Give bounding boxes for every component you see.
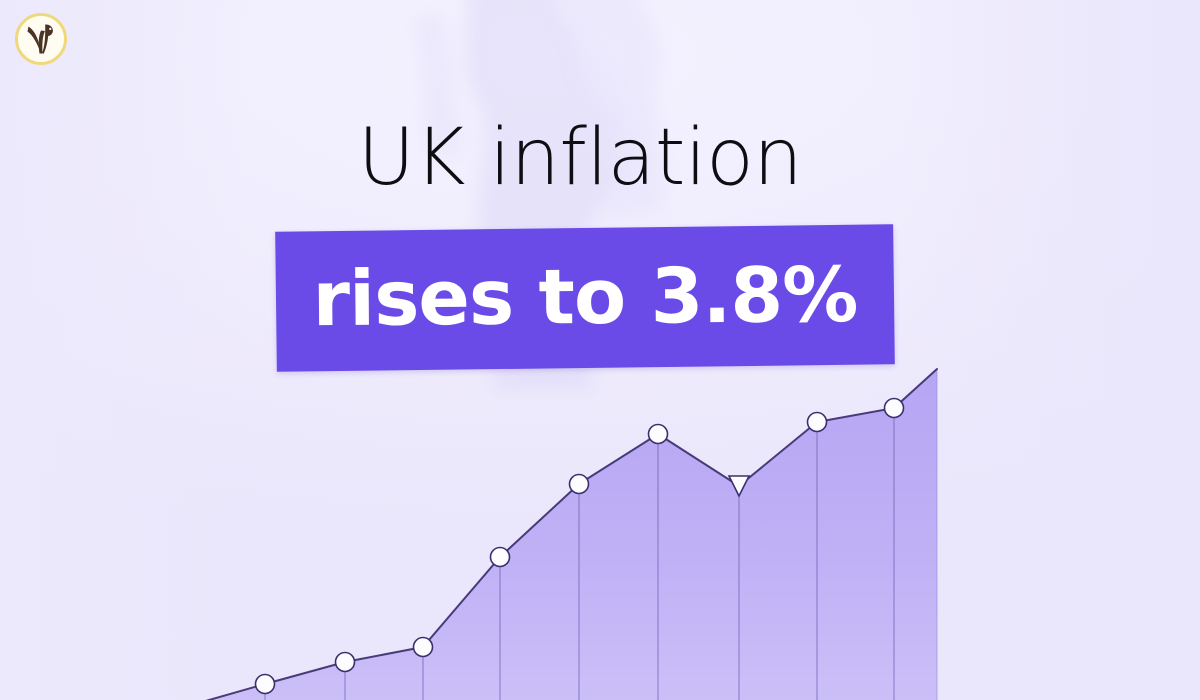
brand-logo[interactable]: [14, 12, 68, 66]
chart-trend-line: [205, 368, 938, 700]
data-point-marker: [489, 546, 511, 568]
banner-text: rises to 3.8%: [312, 249, 858, 343]
data-point-marker: [806, 411, 828, 433]
data-point-marker: [883, 397, 905, 419]
data-point-marker: [254, 673, 276, 695]
background-wash-left: [0, 0, 250, 700]
highlight-banner: rises to 3.8%: [275, 224, 895, 372]
background-wash-right: [900, 0, 1200, 700]
data-point-marker-dip: [727, 475, 751, 498]
chart-data-markers: [254, 397, 905, 695]
data-point-marker: [334, 651, 356, 673]
data-point-marker: [647, 423, 669, 445]
chart-area-fill: [209, 369, 937, 700]
data-point-marker: [568, 473, 590, 495]
data-point-marker: [412, 636, 434, 658]
bird-leaf-logo-icon: [27, 24, 53, 54]
